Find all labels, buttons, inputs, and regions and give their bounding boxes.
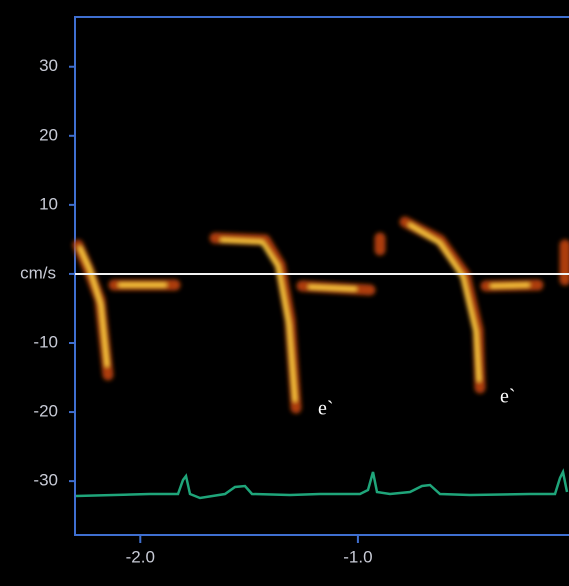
y-tick-label: 10 xyxy=(39,194,58,213)
y-tick-label: -20 xyxy=(33,402,58,421)
annotation: e` xyxy=(318,398,334,420)
annotation: e` xyxy=(500,386,516,408)
y-tick-label: 20 xyxy=(39,125,58,144)
y-label: cm/s xyxy=(20,263,56,282)
doppler-chart: e` e` 30 20 10 cm/s -10 -20 -30 -2.0 -1.0 xyxy=(0,0,569,586)
x-tick-label: -1.0 xyxy=(343,547,372,566)
y-tick-label: -10 xyxy=(33,332,58,351)
x-tick-label: -2.0 xyxy=(126,547,155,566)
y-tick-label: 30 xyxy=(39,56,58,75)
y-tick-label: -30 xyxy=(33,471,58,490)
